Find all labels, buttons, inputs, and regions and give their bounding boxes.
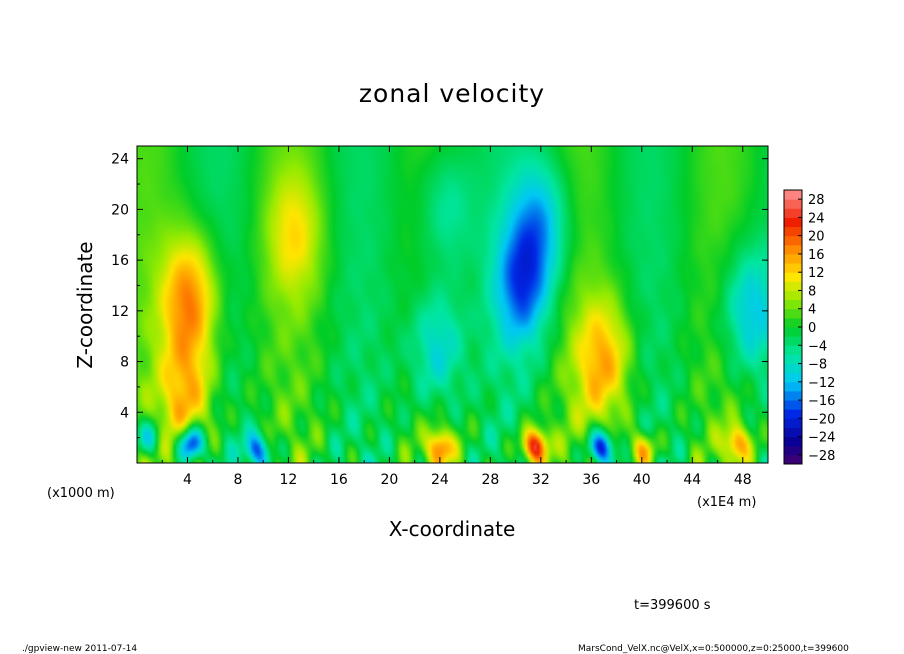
colorbar-tick-label: 8 [808, 284, 816, 299]
chart-title: zonal velocity [359, 79, 545, 108]
colorbar-tick-label: −12 [808, 376, 835, 391]
x-tick-label: 32 [532, 472, 550, 488]
colorbar-swatch [784, 290, 802, 301]
y-tick-label: 12 [111, 304, 129, 320]
colorbar-tick-label: −24 [808, 431, 835, 446]
x-unit-right: (x1E4 m) [697, 495, 756, 510]
colorbar-swatch [784, 345, 802, 355]
colorbar-tick-label: 20 [808, 230, 825, 245]
colorbar-swatch [784, 281, 802, 291]
x-tick-label: 16 [330, 472, 348, 488]
y-axis-label: Z-coordinate [73, 241, 97, 368]
colorbar-swatch [784, 308, 802, 319]
x-tick-label: 20 [380, 472, 398, 488]
y-tick-label: 20 [111, 202, 129, 218]
colorbar-swatch [784, 372, 802, 383]
colorbar: 28 24 20 16 12 8 4 0 −4 −8 −12 −16 −20 −24 −28 [783, 189, 835, 465]
colorbar-swatch [784, 226, 802, 237]
colorbar-swatch [784, 381, 802, 392]
colorbar-swatch [784, 436, 802, 447]
colorbar-swatch [784, 217, 802, 228]
colorbar-tick-label: 28 [808, 193, 825, 208]
y-tick-label: 16 [111, 253, 129, 269]
colorbar-swatch [784, 363, 802, 374]
colorbar-swatch [784, 244, 802, 255]
y-tick-label: 8 [120, 355, 129, 371]
colorbar-tick-label: 24 [808, 211, 825, 226]
y-tick-label: 4 [120, 405, 129, 421]
colorbar-swatch [784, 317, 802, 328]
x-axis-label: X-coordinate [389, 517, 516, 541]
colorbar-tick-label: −4 [808, 339, 827, 354]
footer-right: MarsCond_VelX.nc@VelX,x=0:500000,z=0:250… [578, 644, 849, 654]
colorbar-swatch [784, 190, 802, 200]
colorbar-tick-label: 0 [808, 321, 816, 336]
y-tick-label: 24 [111, 152, 129, 168]
colorbar-swatch [784, 445, 802, 456]
x-tick-label: 48 [734, 472, 752, 488]
x-tick-label: 8 [233, 472, 242, 488]
footer-left: ./gpview-new 2011-07-14 [22, 644, 137, 654]
colorbar-swatch [784, 327, 802, 337]
plot-frame [136, 145, 769, 464]
colorbar-swatch [784, 390, 802, 401]
colorbar-tick-label: −28 [808, 449, 835, 464]
colorbar-swatch [784, 263, 802, 273]
colorbar-swatch [784, 253, 802, 264]
time-label: t=399600 s [634, 598, 711, 613]
colorbar-swatch [784, 336, 802, 346]
x-ticks: 4 8 12 16 20 24 28 32 36 40 44 48 [161, 146, 752, 488]
heatmap-image [137, 146, 768, 463]
x-tick-label: 44 [683, 472, 701, 488]
colorbar-swatch [784, 299, 802, 310]
colorbar-tick-label: −16 [808, 394, 835, 409]
colorbar-swatch [784, 454, 802, 465]
colorbar-tick-label: 12 [808, 266, 825, 281]
colorbar-swatch [784, 272, 802, 282]
x-tick-label: 24 [431, 472, 449, 488]
x-tick-label: 40 [633, 472, 651, 488]
colorbar-swatch [784, 400, 802, 410]
colorbar-swatch [784, 208, 802, 218]
colorbar-swatch [784, 409, 802, 419]
x-tick-label: 12 [280, 472, 298, 488]
colorbar-swatch [784, 199, 802, 209]
colorbar-tick-label: −8 [808, 358, 827, 373]
colorbar-tick-label: −20 [808, 412, 835, 427]
colorbar-swatch [784, 427, 802, 438]
colorbar-tick-label: 16 [808, 248, 825, 263]
x-tick-label: 4 [183, 472, 192, 488]
x-unit-left: (x1000 m) [47, 486, 115, 501]
colorbar-swatch [784, 418, 802, 428]
y-ticks: 4 8 12 16 20 24 [111, 152, 768, 439]
colorbar-swatch [784, 354, 802, 365]
x-tick-label: 36 [582, 472, 600, 488]
colorbar-tick-label: 4 [808, 303, 816, 318]
colorbar-swatch [784, 235, 802, 246]
x-tick-label: 28 [481, 472, 499, 488]
